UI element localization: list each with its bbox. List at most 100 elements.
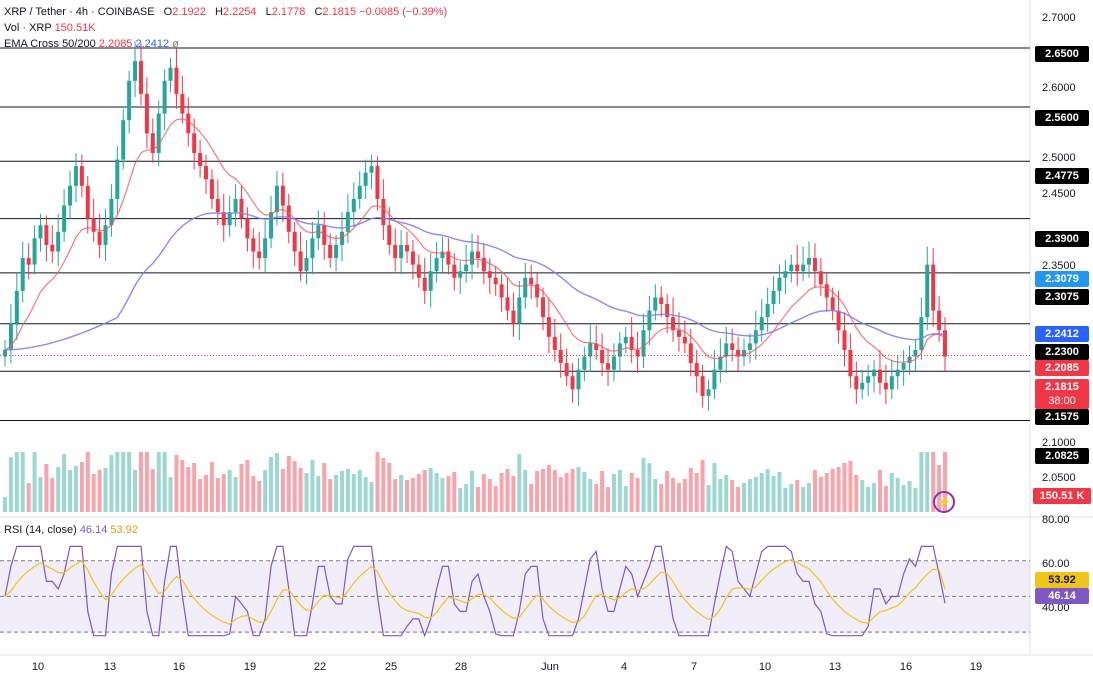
open-value: 2.1922: [172, 6, 206, 18]
level-tag-2-3075[interactable]: 2.3075: [1035, 289, 1089, 305]
level-tag-2-1575[interactable]: 2.1575: [1035, 409, 1089, 425]
level-tag-2-4775[interactable]: 2.4775: [1035, 168, 1089, 184]
volume-bar: [62, 454, 67, 512]
volume-legend[interactable]: Vol · XRP 150.51K: [4, 22, 96, 34]
volume-bar: [322, 463, 327, 512]
volume-bar: [540, 469, 545, 512]
candle-body: [511, 310, 516, 324]
volume-bar: [180, 460, 185, 512]
volume-bar: [103, 468, 108, 512]
candle-body: [369, 166, 374, 173]
volume-bar: [375, 452, 380, 512]
candle-body: [410, 251, 415, 265]
volume-bar: [138, 452, 143, 512]
candle-body: [280, 185, 285, 206]
candle-body: [694, 363, 699, 377]
volume-bar: [937, 465, 942, 512]
rsi-legend[interactable]: RSI (14, close) 46.14 53.92: [4, 524, 138, 536]
candle-body: [56, 231, 61, 252]
volume-bar: [8, 457, 13, 512]
volume-bar: [44, 464, 49, 512]
volume-tag: 150.51 K: [1033, 488, 1091, 504]
volume-bar: [765, 469, 770, 512]
volume-bar: [741, 483, 746, 512]
x-tick: 16: [172, 661, 186, 673]
candle-body: [26, 258, 31, 265]
volume-bar: [712, 463, 717, 512]
lightning-icon[interactable]: ⚡: [933, 491, 955, 513]
volume-bar: [3, 497, 7, 512]
candle-body: [558, 349, 563, 364]
x-tick: 13: [103, 661, 117, 673]
volume-bar: [73, 466, 78, 512]
volume-bar: [310, 460, 315, 512]
level-tag-2-65[interactable]: 2.6500: [1035, 46, 1089, 62]
volume-bar: [26, 483, 31, 512]
volume-bar: [895, 478, 900, 512]
rsi-tick: 80.00: [1042, 514, 1070, 526]
candle-body: [180, 93, 185, 114]
candle-body: [925, 264, 930, 318]
volume-bar: [487, 479, 492, 512]
volume-bar: [274, 453, 279, 512]
level-tag-2-23[interactable]: 2.2300: [1035, 344, 1089, 360]
candle-body: [3, 349, 7, 357]
candle-body: [546, 317, 551, 337]
candle-body: [446, 251, 451, 265]
volume-bar: [730, 480, 735, 512]
level-tag-2-56[interactable]: 2.5600: [1035, 110, 1089, 126]
volume-bar: [611, 474, 616, 512]
candle-body: [328, 244, 333, 259]
volume-bar: [286, 456, 291, 512]
volume-bar: [694, 473, 699, 512]
volume-bar: [334, 475, 339, 512]
volume-bar: [907, 481, 912, 512]
volume-bar: [150, 469, 155, 512]
volume-bar: [470, 471, 475, 512]
candle-body: [529, 277, 534, 285]
price-tick: 2.4500: [1042, 188, 1076, 200]
x-tick: 4: [620, 661, 628, 673]
candle-body: [688, 343, 693, 364]
candle-body: [239, 198, 244, 219]
candle-body: [257, 251, 262, 259]
candle-body: [706, 389, 711, 396]
volume-bar: [316, 476, 321, 512]
candle-body: [156, 113, 161, 153]
candle-body: [588, 343, 593, 357]
volume-bar: [192, 463, 197, 512]
level-tag-2-0825[interactable]: 2.0825: [1035, 448, 1089, 464]
rsi-value: 46.14: [79, 524, 108, 536]
candle-body: [736, 349, 741, 357]
candle-body: [877, 369, 882, 383]
price-tick: 2.7000: [1042, 12, 1076, 24]
volume-bar: [227, 470, 232, 512]
volume-bar: [576, 467, 581, 512]
candle-body: [38, 225, 43, 239]
last-price-tag: 2.1815: [1035, 379, 1089, 395]
candle-body: [357, 185, 362, 199]
candle-body: [623, 336, 628, 344]
candle-body: [535, 284, 540, 298]
high-value: 2.2254: [222, 6, 257, 18]
candle-body: [582, 356, 587, 370]
volume-bar: [50, 478, 55, 512]
level-tag-2-39[interactable]: 2.3900: [1035, 231, 1089, 247]
symbol-title[interactable]: XRP / Tether · 4h · COINBASE: [4, 6, 155, 18]
candle-body: [606, 363, 611, 370]
ema-legend[interactable]: EMA Cross 50/200 2.2085 2.2412 ø: [4, 38, 179, 50]
volume-bar: [860, 480, 865, 512]
candle-body: [233, 198, 238, 213]
candle-body: [676, 330, 681, 337]
candle-body: [499, 284, 504, 298]
volume-bar: [369, 482, 374, 512]
candle-body: [765, 304, 770, 318]
volume-bar: [925, 452, 930, 512]
volume-bar: [127, 452, 132, 512]
candle-body: [730, 343, 735, 350]
volume-bar: [546, 465, 551, 512]
volume-bar: [582, 472, 587, 512]
candle-body: [174, 67, 179, 94]
volume-bar: [434, 473, 439, 512]
